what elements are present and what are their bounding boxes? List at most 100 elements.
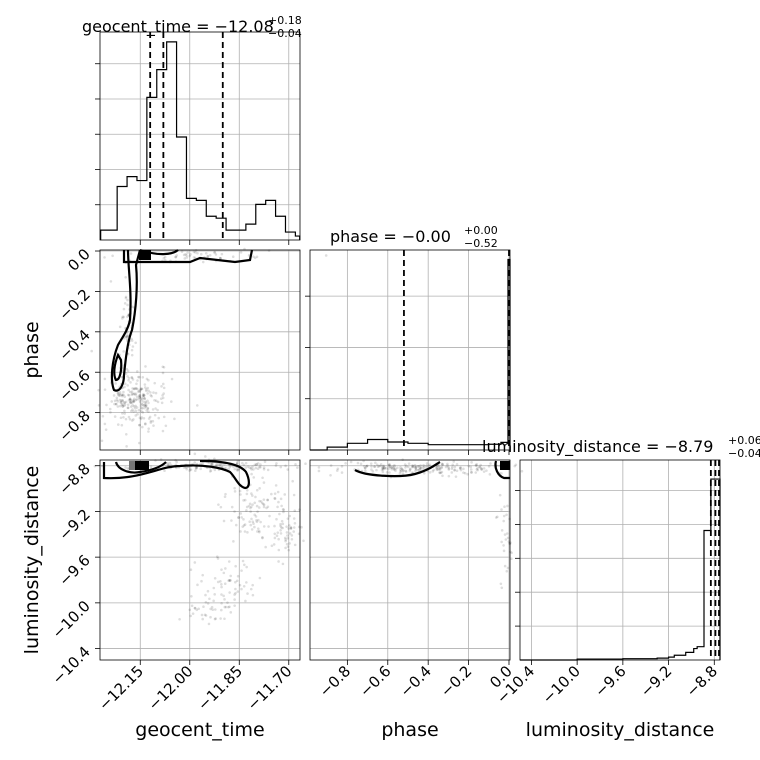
sample-point <box>142 416 146 420</box>
sample-point <box>369 462 373 465</box>
panel-geocent-time-hist: geocent_time = −12.08 +0.18 −0.04 <box>82 14 302 245</box>
sample-point <box>363 466 367 470</box>
sample-point <box>137 375 140 379</box>
ytick-label-1: −0.6 <box>55 366 93 404</box>
sample-point <box>147 401 150 405</box>
sample-point <box>126 298 129 302</box>
sample-point <box>219 257 222 260</box>
sample-point <box>447 468 451 471</box>
sample-point <box>188 254 192 258</box>
sample-point <box>503 564 507 568</box>
sample-point <box>128 400 132 404</box>
sample-point <box>243 563 246 567</box>
xtick-label-2: −9.6 <box>591 662 629 700</box>
sample-point <box>194 467 198 470</box>
sample-point <box>507 540 511 543</box>
sample-point <box>220 601 223 605</box>
sample-point <box>470 461 473 464</box>
sample-point <box>374 461 377 465</box>
sample-point <box>190 604 194 608</box>
sample-point <box>253 463 257 467</box>
sample-point <box>399 469 403 473</box>
sample-point <box>391 465 395 468</box>
sample-point <box>440 462 444 466</box>
sample-point <box>133 387 136 391</box>
title-luminosity-distance-sub: −0.04 <box>728 447 760 460</box>
sample-point <box>130 337 133 341</box>
sample-point <box>223 582 227 585</box>
sample-point <box>142 392 145 396</box>
sample-point <box>134 392 138 396</box>
sample-point <box>255 462 258 466</box>
sample-point <box>475 464 478 468</box>
sample-point <box>279 532 283 535</box>
sample-point <box>139 388 143 392</box>
sample-point <box>164 424 168 428</box>
sample-point <box>204 455 207 458</box>
sample-point <box>201 573 205 577</box>
sample-point <box>131 387 134 390</box>
sample-point <box>193 606 197 610</box>
sample-point <box>421 465 425 469</box>
sample-point <box>233 604 236 607</box>
sample-point <box>135 406 139 409</box>
sample-point <box>498 493 502 497</box>
sample-point <box>281 562 285 566</box>
sample-point <box>290 534 294 537</box>
sample-point <box>394 467 397 471</box>
sample-point <box>274 464 278 467</box>
sample-point <box>192 256 196 259</box>
sample-point <box>144 422 147 426</box>
sample-point <box>123 403 127 406</box>
sample-point <box>151 419 155 423</box>
sample-point <box>162 392 165 395</box>
sample-point <box>140 409 143 413</box>
sample-point <box>262 525 266 528</box>
sample-point <box>503 533 507 536</box>
xtick-label-2: −11.85 <box>194 662 246 714</box>
sample-point <box>127 398 131 402</box>
sample-point <box>373 465 377 469</box>
sample-point <box>209 469 213 472</box>
sample-point <box>340 471 344 474</box>
sample-point <box>288 532 292 535</box>
sample-point <box>504 538 508 541</box>
sample-point <box>235 462 239 465</box>
sample-point <box>255 504 259 508</box>
sample-point <box>289 526 293 529</box>
sample-point <box>435 468 439 472</box>
sample-point <box>262 468 266 471</box>
sample-point <box>144 422 147 425</box>
sample-point <box>126 303 129 307</box>
sample-point <box>191 612 195 615</box>
sample-point <box>124 295 128 299</box>
sample-point <box>293 543 297 547</box>
sample-point <box>281 526 284 530</box>
sample-point <box>118 394 122 397</box>
sample-point <box>226 601 229 604</box>
sample-point <box>262 505 266 509</box>
sample-point <box>279 524 282 528</box>
sample-point <box>277 548 281 552</box>
ytick-label-2: −0.4 <box>55 326 93 364</box>
sample-point <box>245 509 248 512</box>
sample-point <box>387 463 391 466</box>
panel-phase-hist: phase = −0.00 +0.00 −0.52 <box>305 224 511 455</box>
sample-point <box>182 466 186 469</box>
sample-point <box>447 467 451 470</box>
sample-point <box>204 614 208 617</box>
sample-point <box>142 394 145 397</box>
sample-point <box>219 462 222 466</box>
sample-point <box>425 462 429 465</box>
sample-point <box>417 468 421 471</box>
sample-point <box>120 423 124 427</box>
sample-point <box>251 593 255 597</box>
sample-point <box>408 468 412 471</box>
sample-point <box>138 396 141 399</box>
xtick-label-1: −12.00 <box>145 662 197 714</box>
sample-point <box>122 307 126 311</box>
sample-point <box>143 397 146 401</box>
sample-point <box>130 409 133 413</box>
density-peak-geocent-time-vs-phase <box>139 250 151 260</box>
sample-point <box>173 417 176 421</box>
